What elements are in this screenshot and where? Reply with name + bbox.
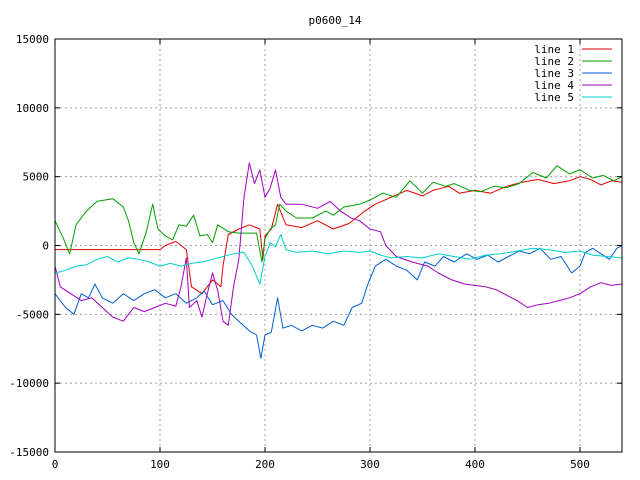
legend-label-3: line 3 [534, 67, 574, 80]
series-line-5 [54, 234, 623, 285]
legend-label-2: line 2 [534, 55, 574, 68]
y-tick-label: 5000 [23, 171, 50, 184]
y-tick-label: -10000 [9, 377, 49, 390]
legend-label-5: line 5 [534, 91, 574, 104]
y-tick-label: 0 [42, 240, 49, 253]
y-tick-label: -5000 [16, 308, 49, 321]
x-tick-label: 0 [52, 458, 59, 471]
y-tick-label: 10000 [16, 102, 49, 115]
grid [55, 39, 622, 452]
series-group [54, 162, 623, 359]
y-tick-label: -15000 [9, 446, 49, 459]
x-tick-label: 300 [360, 458, 380, 471]
series-line-1 [55, 176, 623, 295]
x-tick-label: 100 [150, 458, 170, 471]
ticks: 0 100 200 300 400 500 -15000 -10000 -5000 0 5000 10… [9, 33, 622, 471]
legend-label-4: line 4 [534, 79, 574, 92]
series-line-4 [54, 162, 623, 326]
x-tick-label: 200 [255, 458, 275, 471]
x-tick-label: 500 [570, 458, 590, 471]
series-line-3 [54, 245, 623, 359]
y-tick-label: 15000 [16, 33, 49, 46]
series-line-2 [54, 165, 623, 263]
chart-title: p0600_14 [309, 14, 362, 27]
x-tick-label: 400 [465, 458, 485, 471]
legend-label-1: line 1 [534, 43, 574, 56]
